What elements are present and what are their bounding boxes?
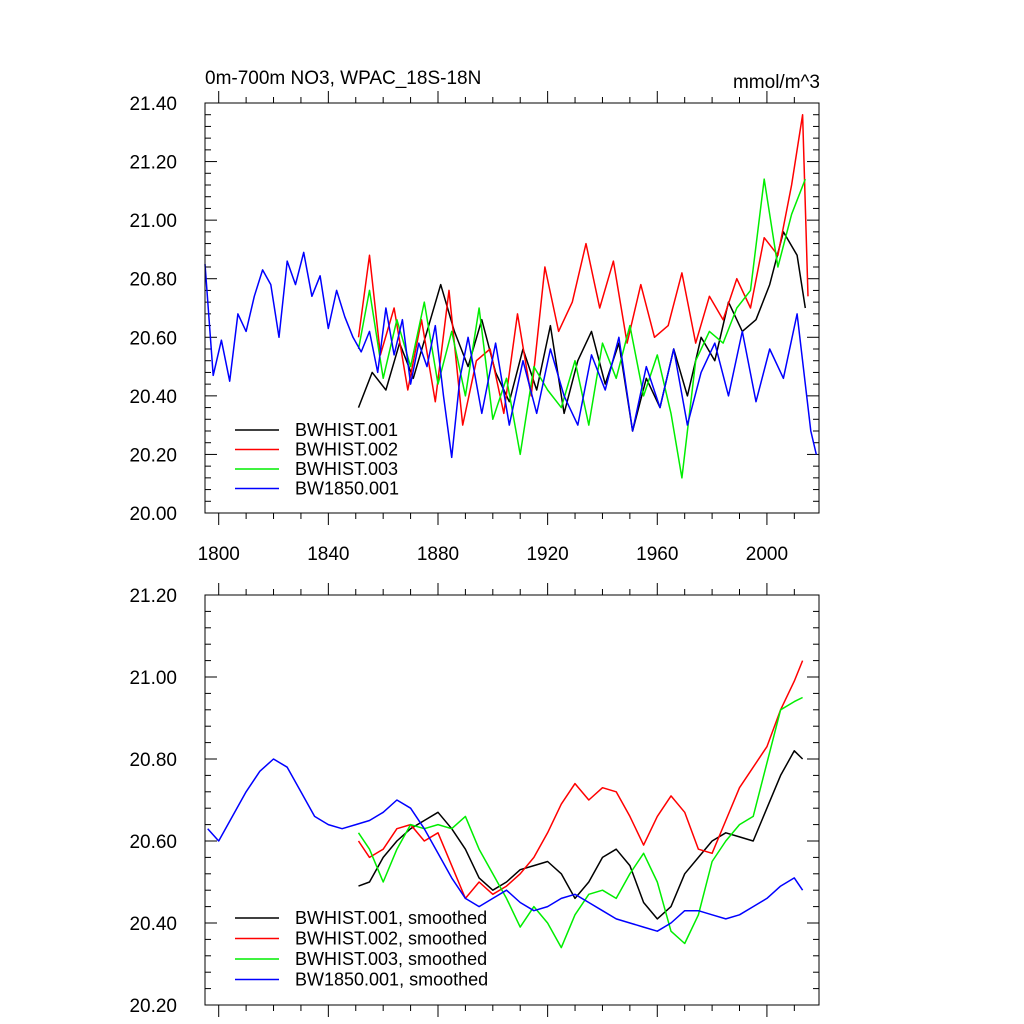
top-units-label: mmol/m^3: [733, 72, 820, 93]
legend-entry: BW1850.001, smoothed: [295, 970, 488, 990]
series-line-bwhist-003: [357, 178, 806, 479]
top-title: 0m-700m NO3, WPAC_18S-18N: [205, 68, 481, 89]
bottom-plot-frame: [204, 594, 820, 1006]
y-tick-label: 20.40: [129, 387, 177, 408]
legend-entry: BWHIST.002: [295, 440, 398, 460]
series-line-bwhist-001: [357, 231, 807, 432]
top-panel: 0m-700m NO3, WPAC_18S-18N mmol/m^3 20.00…: [129, 68, 820, 565]
x-tick-label: 1880: [417, 544, 459, 565]
y-tick-label: 20.60: [129, 328, 177, 349]
top-plot-frame: [204, 102, 820, 514]
x-tick-label: 1960: [636, 544, 678, 565]
x-tick-label: 2000: [746, 544, 788, 565]
series-line-bwhist-002: [357, 113, 809, 426]
series-line-bwhist-002-smoothed: [357, 660, 804, 900]
series-line-bw1850-001: [204, 251, 818, 459]
y-tick-label: 20.80: [129, 750, 177, 771]
x-tick-label: 1800: [198, 544, 240, 565]
y-tick-label: 21.20: [129, 586, 177, 607]
series-line-bwhist-003-smoothed: [357, 696, 803, 949]
legend-entry: BWHIST.003: [295, 459, 398, 479]
y-tick-label: 20.40: [129, 914, 177, 935]
series-line-bw1850-001-smoothed: [207, 758, 804, 932]
legend-entry: BWHIST.002, smoothed: [295, 929, 487, 949]
y-tick-label: 21.20: [129, 153, 177, 174]
bottom-panel: 20.20 20.40 20.60 20.80 21.00 21.20 BWHIST.00…: [129, 583, 820, 1017]
y-tick-label: 20.20: [129, 445, 177, 466]
y-tick-label: 20.20: [129, 996, 177, 1017]
x-tick-label: 1920: [526, 544, 568, 565]
legend-entry: BWHIST.001: [295, 420, 398, 440]
y-tick-label: 21.40: [129, 94, 177, 115]
legend-entry: BWHIST.003, smoothed: [295, 949, 487, 969]
y-tick-label: 21.00: [129, 668, 177, 689]
y-tick-label: 20.80: [129, 270, 177, 291]
x-tick-label: 1840: [307, 544, 349, 565]
legend-entry: BWHIST.001, smoothed: [295, 908, 487, 928]
y-tick-label: 21.00: [129, 211, 177, 232]
y-tick-label: 20.00: [129, 504, 177, 525]
legend-entry: BW1850.001: [295, 479, 399, 499]
series-line-bwhist-001-smoothed: [358, 750, 804, 920]
y-tick-label: 20.60: [129, 832, 177, 853]
